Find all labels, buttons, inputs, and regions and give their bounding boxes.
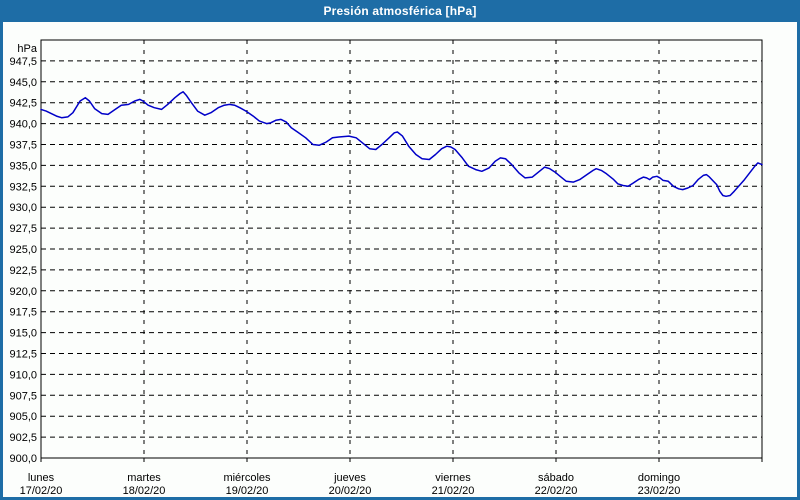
x-day-label: viernes [435,472,471,484]
window-title: Presión atmosférica [hPa] [323,4,477,18]
x-date-label: 21/02/20 [432,485,475,497]
y-axis-unit-label: hPa [17,43,37,55]
y-tick-label: 912,5 [9,349,37,361]
x-date-label: 18/02/20 [123,485,166,497]
x-date-label: 23/02/20 [638,485,681,497]
y-tick-label: 940,0 [9,119,37,131]
y-tick-label: 935,0 [9,160,37,172]
y-tick-label: 932,5 [9,181,37,193]
pressure-line [40,91,763,198]
y-tick-label: 930,0 [9,202,37,214]
x-day-label: domingo [638,472,680,484]
x-day-label: martes [127,472,161,484]
x-day-label: miércoles [223,472,271,484]
title-bar: Presión atmosférica [hPa] [0,0,800,22]
x-date-label: 19/02/20 [226,485,269,497]
y-tick-label: 907,5 [9,390,37,402]
y-tick-label: 942,5 [9,98,37,110]
y-tick-label: 910,0 [9,369,37,381]
y-tick-label: 937,5 [9,140,37,152]
x-date-label: 22/02/20 [535,485,578,497]
y-tick-label: 945,0 [9,77,37,89]
x-date-label: 17/02/20 [20,485,63,497]
y-tick-label: 925,0 [9,244,37,256]
x-day-label: lunes [28,472,55,484]
x-day-label: jueves [333,472,366,484]
x-date-label: 20/02/20 [329,485,372,497]
y-tick-label: 900,0 [9,453,37,465]
x-day-label: sábado [538,472,574,484]
y-tick-label: 927,5 [9,223,37,235]
y-tick-label: 905,0 [9,411,37,423]
plot-border [40,39,763,459]
y-tick-label: 915,0 [9,328,37,340]
y-tick-label: 920,0 [9,286,37,298]
y-tick-label: 902,5 [9,432,37,444]
y-tick-label: 922,5 [9,265,37,277]
y-tick-label: 917,5 [9,307,37,319]
y-tick-label: 947,5 [9,56,37,68]
